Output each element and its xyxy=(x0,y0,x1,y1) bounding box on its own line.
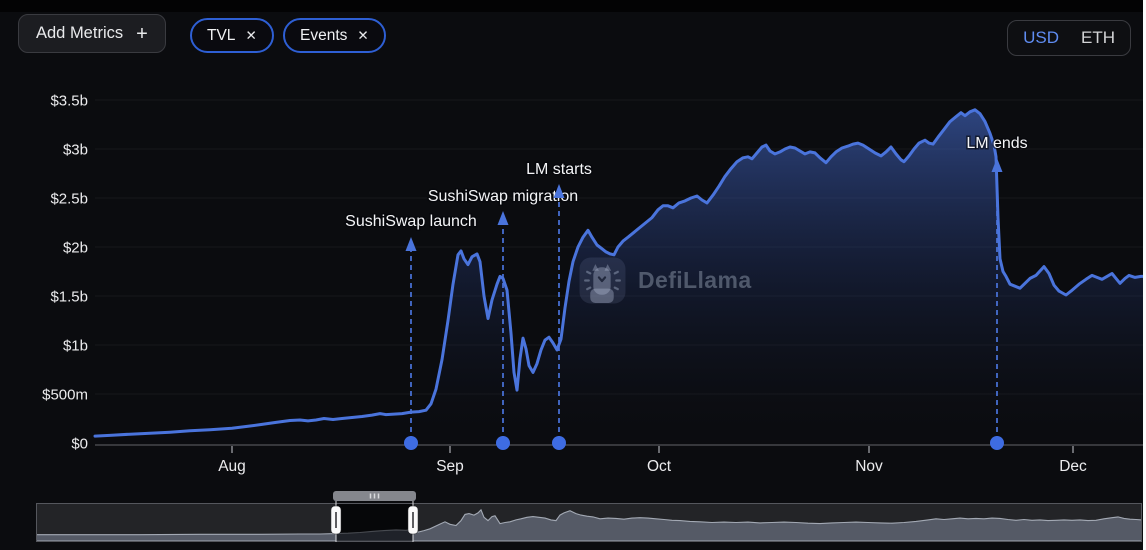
event-label: SushiSwap migration xyxy=(428,188,578,205)
navigator-series xyxy=(36,508,1142,542)
currency-toggle: USD ETH xyxy=(1007,20,1131,56)
event-marker-dot[interactable] xyxy=(990,436,1004,450)
close-icon[interactable]: ✕ xyxy=(245,27,257,43)
navigator-left-mask[interactable] xyxy=(36,503,336,542)
event-label: SushiSwap launch xyxy=(345,213,477,230)
y-axis-tick-label: $0 xyxy=(71,436,88,453)
currency-option-eth[interactable]: ETH xyxy=(1081,28,1115,47)
y-axis-tick-label: $3b xyxy=(63,142,88,159)
event-label: LM ends xyxy=(966,135,1027,152)
navigator-border xyxy=(36,503,1142,542)
event-marker-dot[interactable] xyxy=(552,436,566,450)
x-axis-tick-label: Oct xyxy=(647,458,672,475)
add-metrics-label: Add Metrics xyxy=(36,24,124,42)
top-strip xyxy=(0,0,1146,12)
x-axis-tick-label: Aug xyxy=(218,458,246,475)
x-axis-tick-label: Sep xyxy=(436,458,464,475)
event-arrow-icon xyxy=(991,158,1003,172)
right-edge xyxy=(1143,0,1146,550)
event-arrow-icon xyxy=(497,211,509,225)
y-axis-tick-label: $1.5b xyxy=(50,289,88,306)
x-axis-tick-label: Nov xyxy=(855,458,883,475)
tvl-chart[interactable]: $3.5b $3b $2.5b $2b $1.5b $1b $500m $0 Aug Sep Oct… xyxy=(0,0,1146,490)
metric-pill-tvl-label: TVL xyxy=(207,26,236,44)
currency-option-usd[interactable]: USD xyxy=(1023,28,1059,47)
y-axis-tick-label: $500m xyxy=(42,387,88,404)
navigator-right-mask[interactable] xyxy=(413,503,1142,542)
y-axis-tick-label: $2.5b xyxy=(50,191,88,208)
metric-pill-tvl[interactable]: TVL ✕ xyxy=(190,18,274,53)
tvl-area-fill xyxy=(95,109,1146,444)
y-axis-tick-label: $1b xyxy=(63,338,88,355)
y-axis-tick-label: $3.5b xyxy=(50,93,88,110)
chart-navigator[interactable] xyxy=(36,488,1142,546)
event-arrow-icon xyxy=(553,184,565,198)
metric-pill-events-label: Events xyxy=(300,26,348,44)
close-icon[interactable]: ✕ xyxy=(357,27,369,43)
event-label: LM starts xyxy=(526,161,592,178)
event-marker-dot[interactable] xyxy=(496,436,510,450)
metric-pill-events[interactable]: Events ✕ xyxy=(283,18,386,53)
plus-icon: + xyxy=(136,22,148,45)
event-arrow-icon xyxy=(405,237,417,251)
navigator-selection[interactable] xyxy=(336,503,413,542)
add-metrics-button[interactable]: Add Metrics + xyxy=(18,14,166,53)
y-axis-tick-label: $2b xyxy=(63,240,88,257)
event-marker-dot[interactable] xyxy=(404,436,418,450)
x-axis-tick-label: Dec xyxy=(1059,458,1087,475)
